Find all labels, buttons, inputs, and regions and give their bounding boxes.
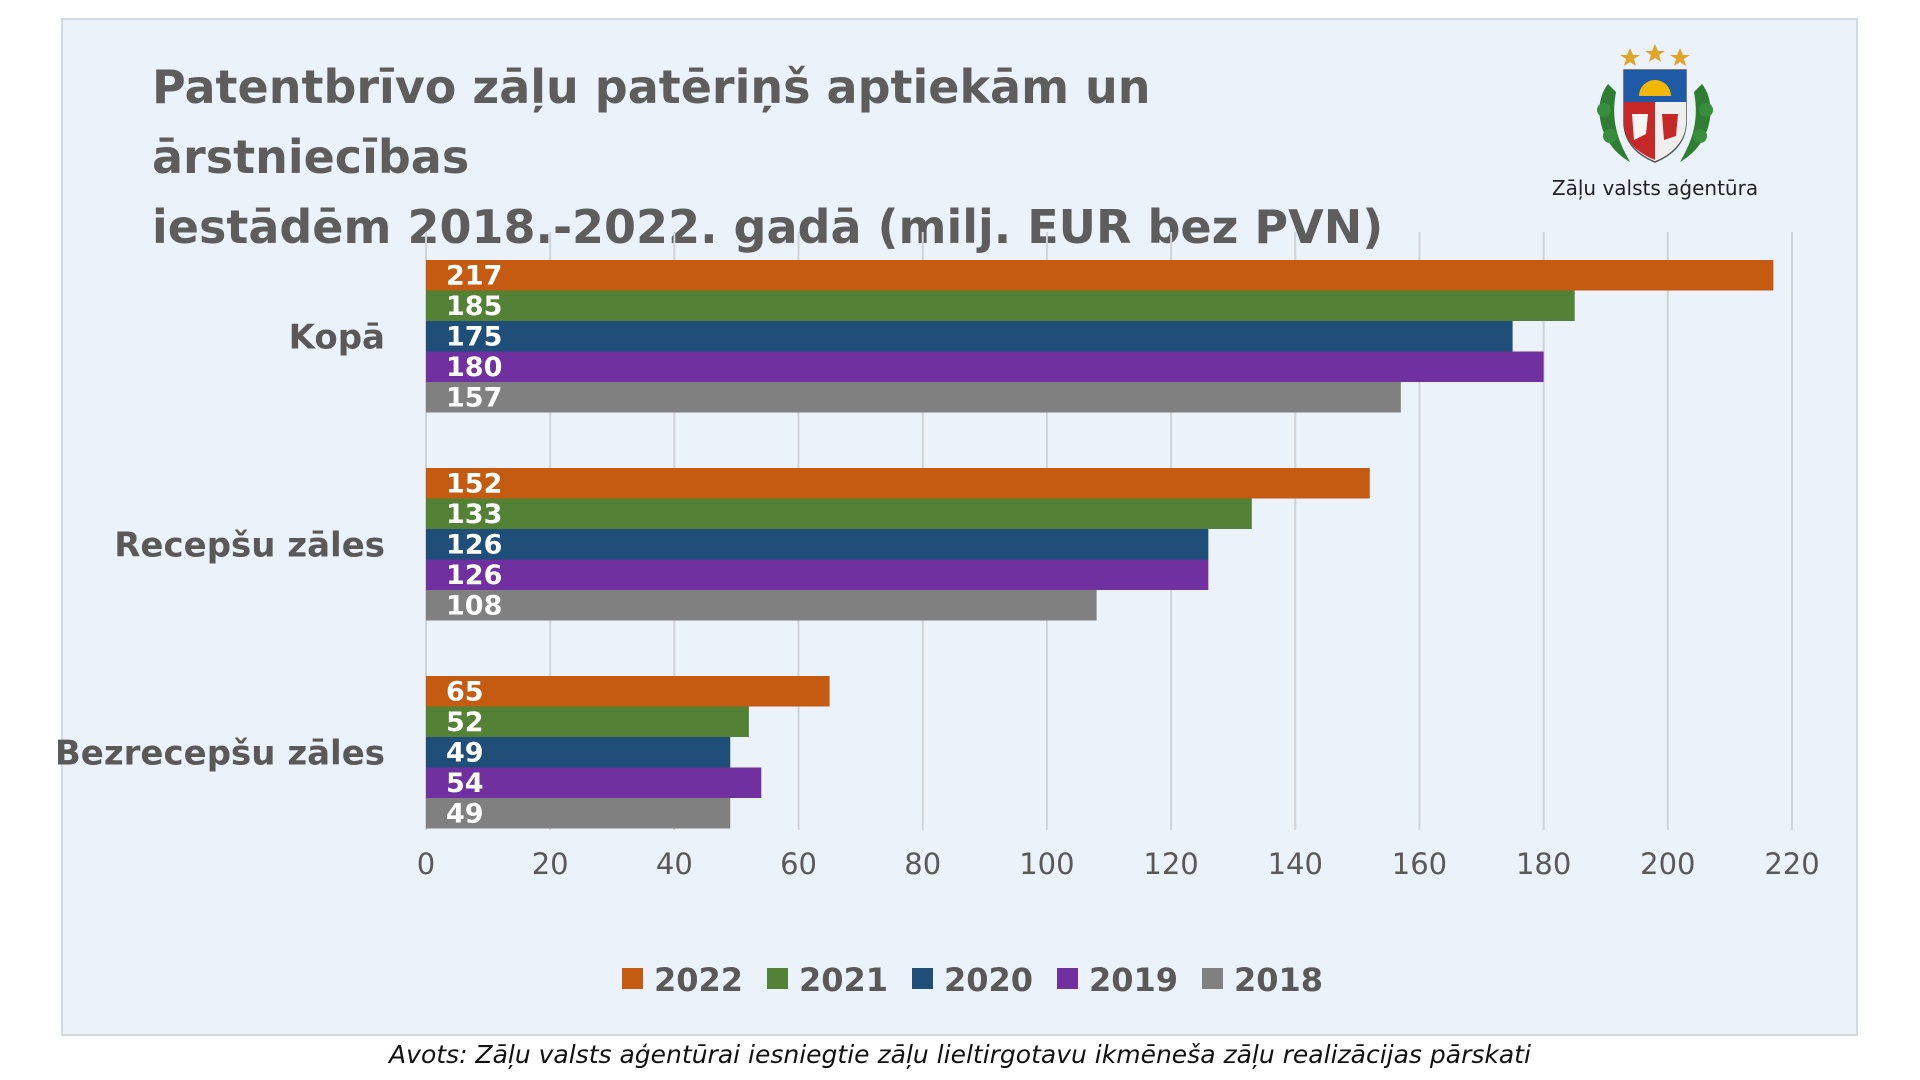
x-tick-label: 160 <box>1392 847 1447 881</box>
x-axis-tick-labels: 0 20 40 60 80 100 120 140 160 180 200 220 <box>417 847 1820 881</box>
coat-of-arms-icon <box>1597 44 1713 163</box>
bar-value-label: 65 <box>446 677 484 708</box>
bar-value-label: 152 <box>446 469 502 500</box>
bars <box>426 260 1774 829</box>
title-line-2: iestādēm 2018.-2022. gadā (milj. EUR bez… <box>152 200 1384 254</box>
bar <box>426 798 731 829</box>
bar <box>426 498 1252 529</box>
bar-value-label: 49 <box>446 738 484 769</box>
bar-value-label: 54 <box>446 768 484 799</box>
legend-swatch <box>767 968 788 989</box>
bar <box>426 321 1513 352</box>
category-label: Bezrecepšu zāles <box>55 733 385 773</box>
bar <box>426 260 1774 291</box>
legend-swatch <box>1057 968 1078 989</box>
legend: 2022 2021 2020 2019 2018 <box>622 961 1323 999</box>
bar-value-label: 126 <box>446 560 502 591</box>
x-tick-label: 80 <box>904 847 941 881</box>
legend-label: 2022 <box>654 961 743 999</box>
legend-label: 2018 <box>1234 961 1323 999</box>
bar <box>426 529 1209 560</box>
bar <box>426 559 1209 590</box>
category-label: Kopā <box>289 317 385 357</box>
bar-value-label: 108 <box>446 591 502 622</box>
bar-value-label: 185 <box>446 291 502 322</box>
bar <box>426 676 830 707</box>
legend-label: 2020 <box>944 961 1033 999</box>
x-tick-label: 200 <box>1640 847 1695 881</box>
bar-value-label: 52 <box>446 707 484 738</box>
bar <box>426 767 762 798</box>
x-tick-label: 40 <box>656 847 693 881</box>
x-tick-label: 20 <box>532 847 569 881</box>
x-tick-label: 0 <box>417 847 435 881</box>
legend-label: 2021 <box>799 961 888 999</box>
x-tick-label: 120 <box>1143 847 1198 881</box>
bar <box>426 706 749 737</box>
x-tick-label: 60 <box>780 847 817 881</box>
category-labels: Kopā Recepšu zāles Bezrecepšu zāles <box>55 317 385 773</box>
source-note: Avots: Zāļu valsts aģentūrai iesniegtie … <box>389 1040 1531 1069</box>
bar-value-label: 217 <box>446 261 502 292</box>
x-tick-label: 100 <box>1019 847 1074 881</box>
bar-value-label: 157 <box>446 383 502 414</box>
legend-swatch <box>622 968 643 989</box>
bar <box>426 382 1401 413</box>
bar <box>426 737 731 768</box>
bar-value-label: 49 <box>446 799 484 830</box>
bar <box>426 468 1370 499</box>
legend-swatch <box>912 968 933 989</box>
bar-value-label: 180 <box>446 352 502 383</box>
chart-title: Patentbrīvo zāļu patēriņš aptiekām un ār… <box>152 52 1402 262</box>
bar-value-label: 133 <box>446 499 502 530</box>
bar <box>426 290 1575 321</box>
category-label: Recepšu zāles <box>114 525 385 565</box>
bar <box>426 351 1544 382</box>
x-tick-label: 220 <box>1764 847 1819 881</box>
legend-label: 2019 <box>1089 961 1178 999</box>
title-line-1: Patentbrīvo zāļu patēriņš aptiekām un ār… <box>152 60 1151 184</box>
agency-name: Zāļu valsts aģentūra <box>1551 176 1759 200</box>
bar-value-label: 175 <box>446 322 502 353</box>
bar <box>426 590 1097 621</box>
bar-value-label: 126 <box>446 530 502 561</box>
x-tick-label: 180 <box>1516 847 1571 881</box>
legend-swatch <box>1202 968 1223 989</box>
x-tick-label: 140 <box>1268 847 1323 881</box>
